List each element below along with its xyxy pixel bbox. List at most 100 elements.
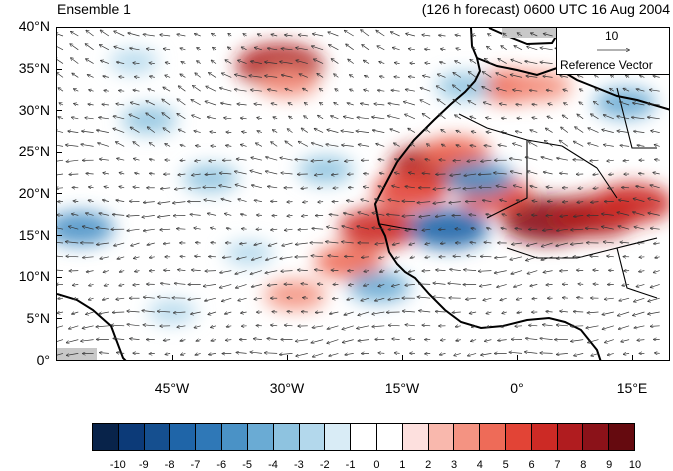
wind-vector <box>158 201 171 204</box>
wind-vector <box>235 75 247 78</box>
wind-vector <box>364 174 370 175</box>
wind-vector <box>205 174 217 175</box>
wind-vector <box>405 229 415 230</box>
wind-vector <box>302 215 308 216</box>
wind-vector <box>356 131 370 133</box>
wind-vector <box>648 198 660 202</box>
wind-vector <box>72 312 79 314</box>
wind-vector <box>254 242 262 245</box>
axis-tick <box>56 27 62 28</box>
wind-vector <box>158 297 171 298</box>
wind-vector <box>620 145 630 146</box>
wind-vector <box>517 200 523 202</box>
wind-vector <box>514 185 523 189</box>
wind-vector <box>487 47 492 51</box>
wind-vector <box>425 63 431 64</box>
wind-vector <box>226 132 232 133</box>
wind-vector <box>313 34 324 37</box>
wind-vector <box>380 271 385 272</box>
wind-vector <box>364 60 370 64</box>
wind-vector <box>362 257 370 258</box>
wind-vector <box>57 339 64 342</box>
wind-vector <box>654 271 660 273</box>
wind-vector <box>484 242 492 243</box>
wind-vector <box>267 339 278 340</box>
wind-vector <box>281 173 293 174</box>
wind-vector <box>422 229 431 230</box>
wind-vector <box>588 339 599 343</box>
y-tick-label: 30°N <box>18 102 50 118</box>
wind-vector <box>179 129 186 133</box>
wind-vector <box>347 298 354 300</box>
wind-vector <box>564 103 569 105</box>
wind-vector <box>205 297 217 301</box>
wind-vector <box>541 157 553 161</box>
wind-vector <box>425 353 431 354</box>
wind-vector <box>117 158 125 160</box>
wind-vector <box>587 312 599 313</box>
wind-vector <box>150 143 156 147</box>
wind-vector <box>114 47 125 51</box>
wind-vector <box>395 159 400 160</box>
wind-vector <box>433 201 446 204</box>
wind-vector <box>501 132 507 133</box>
wind-vector <box>315 270 324 271</box>
wind-vector <box>303 298 308 299</box>
wind-vector <box>114 242 125 246</box>
wind-vector <box>285 325 293 326</box>
colorbar-label: -9 <box>138 459 149 471</box>
wind-vector <box>208 117 217 119</box>
wind-vector <box>580 89 584 91</box>
wind-vector <box>655 160 660 161</box>
wind-vector <box>192 270 201 271</box>
wind-vector <box>331 116 339 120</box>
wind-vector <box>364 90 370 92</box>
wind-vector <box>375 297 385 301</box>
colorbar-swatch <box>222 424 248 450</box>
wind-vector <box>251 61 262 64</box>
wind-vector <box>479 271 492 272</box>
wind-vector <box>238 60 247 64</box>
wind-vector <box>160 229 171 230</box>
colorbar-swatch <box>583 424 610 450</box>
wind-vector <box>433 188 446 190</box>
wind-vector <box>527 47 538 51</box>
wind-vector <box>470 242 477 243</box>
wind-vector <box>238 199 247 202</box>
wind-vector <box>249 76 262 78</box>
wind-vector <box>495 270 507 274</box>
wind-vector <box>113 214 125 215</box>
axis-tick <box>56 110 62 112</box>
wind-vector <box>408 128 416 133</box>
wind-vector <box>254 298 262 299</box>
wind-vector <box>57 58 64 64</box>
colorbar-swatch <box>299 424 326 450</box>
wind-vector <box>593 188 599 189</box>
wind-vector <box>485 340 492 342</box>
wind-vector <box>150 159 155 160</box>
wind-vector <box>543 271 553 273</box>
wind-vector <box>513 143 523 147</box>
wind-vector <box>66 145 79 147</box>
colorbar-label: 3 <box>450 459 458 471</box>
wind-vector <box>357 226 370 230</box>
wind-vector <box>440 62 446 64</box>
wind-vector <box>591 353 599 355</box>
wind-vector <box>147 49 155 50</box>
wind-vector <box>500 200 507 202</box>
wind-vector <box>111 325 125 326</box>
wind-vector <box>502 118 507 119</box>
wind-vector <box>376 30 385 37</box>
wind-vector <box>450 174 461 176</box>
wind-vector <box>252 284 262 287</box>
wind-vector <box>342 325 354 330</box>
wind-vector <box>637 145 645 146</box>
wind-vector <box>135 77 140 78</box>
wind-vector <box>190 214 201 215</box>
wind-vector <box>626 75 630 77</box>
wind-vector <box>311 339 324 343</box>
colorbar-swatch <box>506 424 532 450</box>
wind-vector <box>99 312 109 314</box>
wind-vector <box>617 116 630 120</box>
wind-vector <box>379 257 385 258</box>
